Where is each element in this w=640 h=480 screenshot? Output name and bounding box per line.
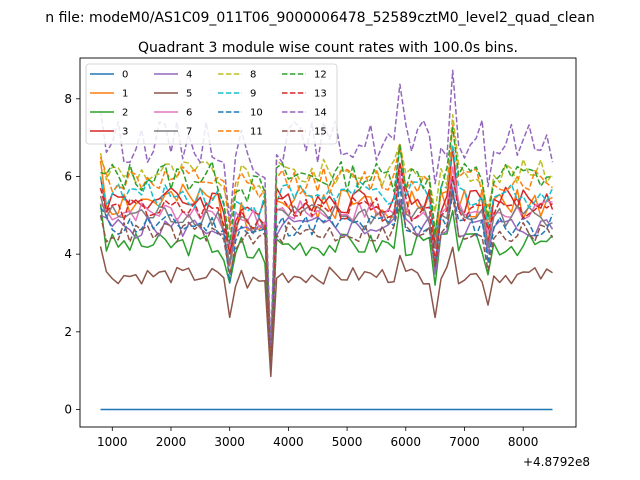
series-line-11 <box>99 124 553 360</box>
series-line-15 <box>99 194 554 370</box>
x-tick-label: 4000 <box>273 435 304 449</box>
legend-label-0: 0 <box>122 70 128 81</box>
legend-label-8: 8 <box>250 70 256 81</box>
x-tick-label: 5000 <box>332 435 363 449</box>
y-tick-label: 4 <box>64 247 72 261</box>
legend-label-9: 9 <box>250 89 256 100</box>
plot-frame <box>79 57 577 428</box>
legend-label-11: 11 <box>250 127 263 138</box>
chart-suptitle: n file: modeM0/AS1C09_011T06_9000006478_… <box>45 10 594 26</box>
series-line-9 <box>99 143 554 362</box>
x-tick-label: 8000 <box>508 435 539 449</box>
legend-label-4: 4 <box>186 70 192 81</box>
y-tick-label: 8 <box>64 92 72 106</box>
legend-label-1: 1 <box>122 89 128 100</box>
x-tick-label: 3000 <box>214 435 245 449</box>
series-line-5 <box>99 246 553 378</box>
legend-label-7: 7 <box>186 127 192 138</box>
legend-label-3: 3 <box>122 127 128 138</box>
legend-label-14: 14 <box>314 108 327 119</box>
series-line-12 <box>100 126 553 360</box>
y-tick-label: 6 <box>64 169 72 183</box>
series-line-10 <box>99 185 554 370</box>
series-line-6 <box>99 166 553 364</box>
legend-label-6: 6 <box>186 108 192 119</box>
legend-label-10: 10 <box>250 108 263 119</box>
x-offset-label: +4.8792e8 <box>523 455 590 469</box>
x-tick-label: 6000 <box>391 435 422 449</box>
tick-layer: 1000 2000 3000 4000 5000 6000 7000 8000 0 2 4 6 8 <box>64 92 538 449</box>
x-tick-label: 7000 <box>449 435 480 449</box>
x-tick-label: 2000 <box>156 435 187 449</box>
legend-label-13: 13 <box>314 89 327 100</box>
chart-title: Quadrant 3 module wise count rates with … <box>138 40 518 56</box>
legend-label-5: 5 <box>186 89 192 100</box>
series-line-3 <box>99 145 554 364</box>
series-line-8 <box>99 114 554 356</box>
series-line-13 <box>99 164 553 366</box>
x-tick-label: 1000 <box>97 435 128 449</box>
y-tick-label: 2 <box>64 325 72 339</box>
legend-label-15: 15 <box>314 127 327 138</box>
y-tick-label: 0 <box>64 403 72 417</box>
series-line-2 <box>99 203 554 366</box>
legend-label-2: 2 <box>122 108 128 119</box>
legend-label-12: 12 <box>314 70 327 81</box>
legend-box <box>85 63 338 145</box>
